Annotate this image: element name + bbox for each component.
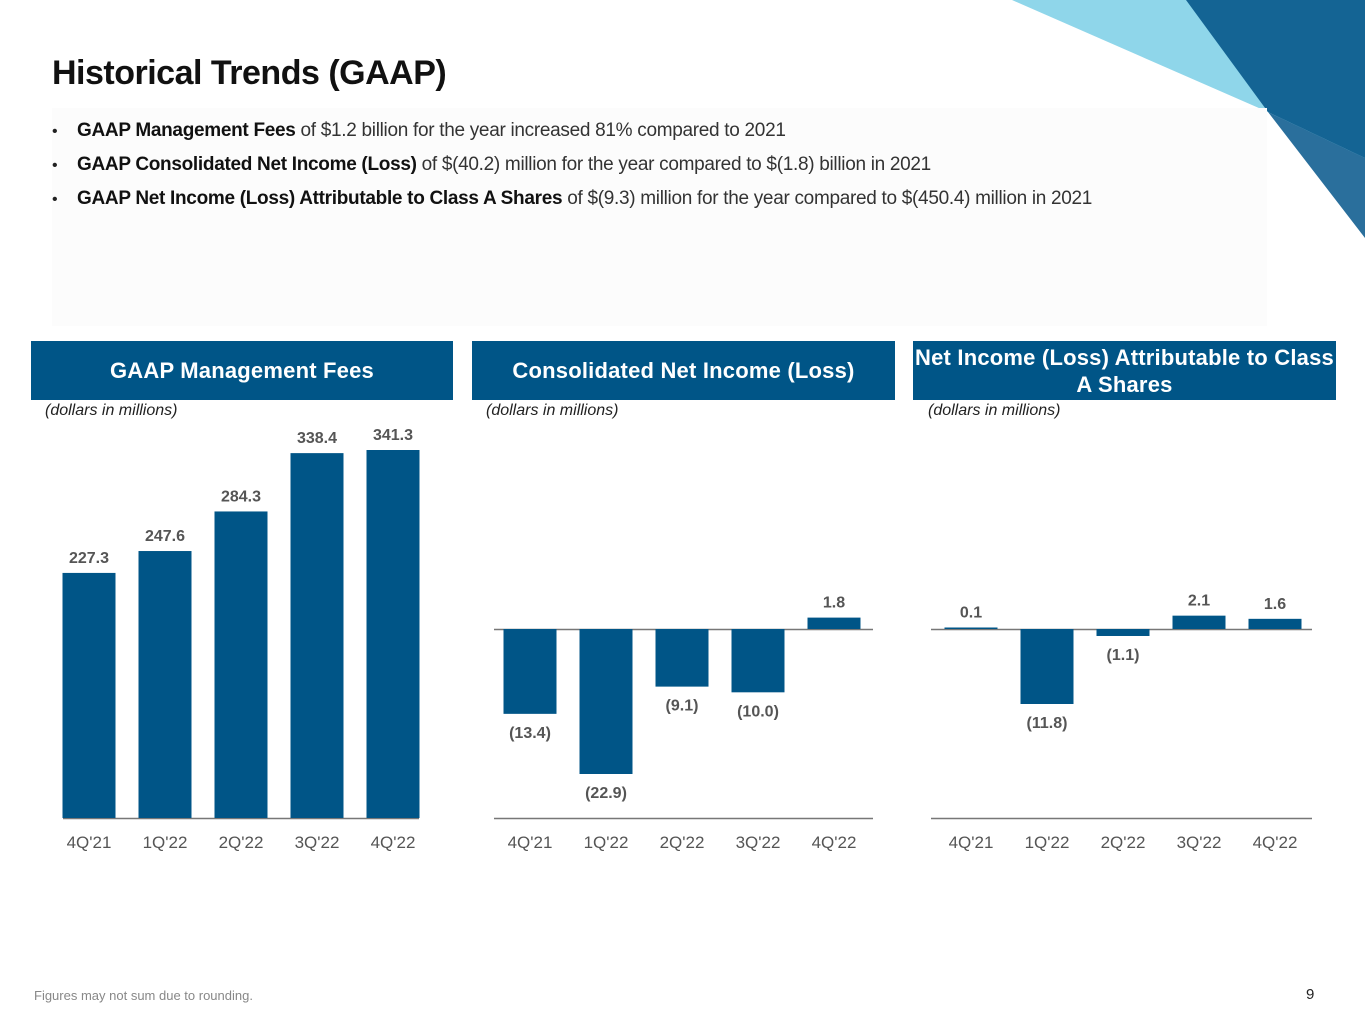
bullet-text: of $(40.2) million for the year compared… bbox=[416, 154, 932, 175]
bullet-consolidated-net-income: • GAAP Consolidated Net Income (Loss) of … bbox=[52, 148, 1092, 182]
bullet-text: of $1.2 billion for the year increased 8… bbox=[295, 120, 786, 141]
x-tick-label: 4Q'22 bbox=[1253, 833, 1298, 852]
x-tick-label: 4Q'22 bbox=[371, 833, 416, 852]
x-tick-label: 2Q'22 bbox=[660, 833, 705, 852]
bar bbox=[503, 629, 557, 714]
data-label: (11.8) bbox=[1027, 715, 1068, 732]
deco-mid-triangle bbox=[1268, 112, 1365, 238]
data-label: 247.6 bbox=[145, 528, 185, 545]
summary-bullets: • GAAP Management Fees of $1.2 billion fo… bbox=[52, 114, 1092, 216]
data-label: (10.0) bbox=[737, 703, 779, 720]
bullet-icon: • bbox=[52, 123, 58, 140]
x-tick-label: 4Q'21 bbox=[67, 833, 112, 852]
class-a-net-income-header: Net Income (Loss) Attributable to Class … bbox=[913, 341, 1336, 400]
bar bbox=[1248, 618, 1302, 629]
data-label: (1.1) bbox=[1107, 647, 1140, 664]
x-tick-label: 4Q'21 bbox=[508, 833, 553, 852]
x-tick-label: 4Q'21 bbox=[949, 833, 994, 852]
data-label: (13.4) bbox=[509, 725, 551, 742]
x-tick-label: 3Q'22 bbox=[295, 833, 340, 852]
x-tick-label: 1Q'22 bbox=[584, 833, 629, 852]
data-label: 341.3 bbox=[373, 427, 413, 444]
bar bbox=[62, 572, 116, 818]
x-tick-label: 3Q'22 bbox=[736, 833, 781, 852]
bar bbox=[1172, 615, 1226, 629]
consolidated-net-income-units: (dollars in millions) bbox=[486, 402, 619, 419]
bullet-class-a-net-income: • GAAP Net Income (Loss) Attributable to … bbox=[52, 182, 1092, 216]
bar bbox=[655, 629, 709, 687]
data-label: 0.1 bbox=[960, 605, 982, 622]
bullet-bold: GAAP Consolidated Net Income (Loss) bbox=[77, 154, 417, 175]
bullet-management-fees: • GAAP Management Fees of $1.2 billion fo… bbox=[52, 114, 1092, 148]
data-label: (22.9) bbox=[585, 785, 627, 802]
footnote: Figures may not sum due to rounding. bbox=[34, 988, 253, 1003]
data-label: 1.6 bbox=[1264, 596, 1286, 613]
data-label: 284.3 bbox=[221, 488, 261, 505]
data-label: 1.8 bbox=[823, 595, 845, 612]
bullet-bold: GAAP Net Income (Loss) Attributable to C… bbox=[77, 188, 563, 209]
data-label: 227.3 bbox=[69, 550, 109, 567]
management-fees-units: (dollars in millions) bbox=[45, 402, 178, 419]
bar bbox=[731, 629, 785, 693]
data-label: 338.4 bbox=[297, 430, 337, 447]
page-number: 9 bbox=[1306, 986, 1315, 1003]
data-label: 2.1 bbox=[1188, 593, 1210, 610]
bar bbox=[579, 629, 633, 774]
bar bbox=[214, 511, 268, 818]
class-a-net-income-chart: 0.1 4Q'21 (11.8) 1Q'22 (1.1) 2Q'22 2.1 3Q'22 1.6… bbox=[931, 593, 1312, 852]
x-tick-label: 1Q'22 bbox=[143, 833, 188, 852]
class-a-net-income-units: (dollars in millions) bbox=[928, 402, 1061, 419]
management-fees-chart: 227.3 4Q'21 247.6 1Q'22 284.3 2Q'22 338.4 3Q'22… bbox=[62, 427, 420, 852]
bar bbox=[290, 453, 344, 818]
bar bbox=[366, 450, 420, 818]
data-label: (9.1) bbox=[666, 698, 699, 715]
bullet-bold: GAAP Management Fees bbox=[77, 120, 296, 141]
bar bbox=[138, 551, 192, 818]
x-tick-label: 2Q'22 bbox=[219, 833, 264, 852]
x-tick-label: 4Q'22 bbox=[812, 833, 857, 852]
x-tick-label: 3Q'22 bbox=[1177, 833, 1222, 852]
bar bbox=[944, 627, 998, 629]
consolidated-net-income-header: Consolidated Net Income (Loss) bbox=[472, 341, 895, 400]
summary-box bbox=[52, 108, 1267, 326]
x-tick-label: 2Q'22 bbox=[1101, 833, 1146, 852]
x-tick-label: 1Q'22 bbox=[1025, 833, 1070, 852]
bar bbox=[807, 617, 861, 629]
management-fees-header: GAAP Management Fees bbox=[31, 341, 453, 400]
consolidated-net-income-chart: (13.4) 4Q'21 (22.9) 1Q'22 (9.1) 2Q'22 (10.0) 3Q… bbox=[494, 595, 873, 852]
bullet-icon: • bbox=[52, 157, 58, 174]
bullet-icon: • bbox=[52, 191, 58, 208]
page-title: Historical Trends (GAAP) bbox=[52, 54, 447, 92]
bar bbox=[1020, 629, 1074, 704]
bullet-text: of $(9.3) million for the year compared … bbox=[562, 188, 1093, 209]
bar bbox=[1096, 629, 1150, 636]
